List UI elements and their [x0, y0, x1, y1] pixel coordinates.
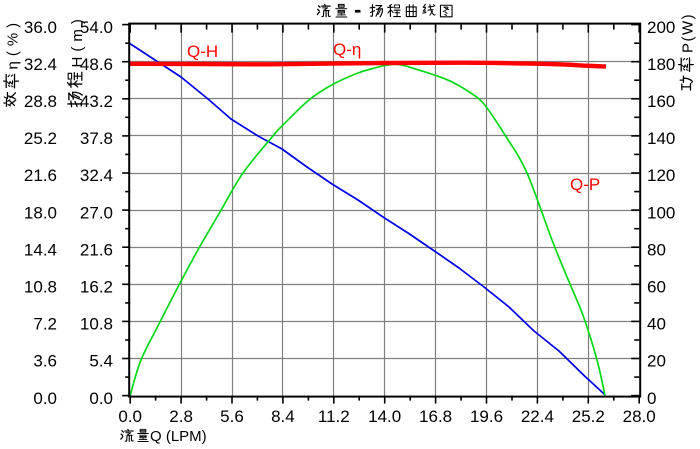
svg-text:Q-H: Q-H	[187, 42, 218, 61]
svg-text:22.4: 22.4	[521, 407, 554, 426]
svg-text:10.8: 10.8	[80, 315, 113, 334]
svg-text:37.8: 37.8	[80, 129, 113, 148]
svg-text:28.0: 28.0	[623, 407, 656, 426]
svg-text:21.6: 21.6	[80, 240, 113, 259]
svg-text:27.0: 27.0	[80, 203, 113, 222]
svg-text:19.6: 19.6	[470, 407, 503, 426]
svg-text:180: 180	[647, 55, 675, 74]
svg-text:16.8: 16.8	[419, 407, 452, 426]
svg-text:5.6: 5.6	[220, 407, 244, 426]
svg-text:48.6: 48.6	[80, 55, 113, 74]
svg-text:28.8: 28.8	[24, 92, 57, 111]
svg-text:0.0: 0.0	[118, 407, 142, 426]
svg-text:14.4: 14.4	[24, 240, 57, 259]
svg-text:40: 40	[647, 315, 666, 334]
svg-text:3.6: 3.6	[33, 352, 57, 371]
svg-text:14.0: 14.0	[368, 407, 401, 426]
svg-text:21.6: 21.6	[24, 166, 57, 185]
svg-text:H(m): H(m)	[69, 14, 86, 67]
svg-text:100: 100	[647, 203, 675, 222]
svg-text:120: 120	[647, 166, 675, 185]
svg-text:8.4: 8.4	[271, 407, 295, 426]
svg-text:54.0: 54.0	[80, 18, 113, 37]
svg-text:0.0: 0.0	[33, 389, 57, 408]
svg-text:25.2: 25.2	[24, 129, 57, 148]
svg-text:80: 80	[647, 240, 666, 259]
svg-text:10.8: 10.8	[24, 278, 57, 297]
svg-text:36.0: 36.0	[24, 18, 57, 37]
svg-text:32.4: 32.4	[24, 55, 57, 74]
svg-text:60: 60	[647, 278, 666, 297]
svg-text:Q-P: Q-P	[570, 175, 600, 194]
svg-text:2.8: 2.8	[169, 407, 193, 426]
svg-text:η(%): η(%)	[5, 18, 22, 70]
svg-text:0: 0	[647, 389, 656, 408]
svg-text:32.4: 32.4	[80, 166, 113, 185]
svg-text:Q (LPM): Q (LPM)	[150, 428, 207, 445]
svg-text:5.4: 5.4	[89, 352, 113, 371]
svg-text:43.2: 43.2	[80, 92, 113, 111]
svg-text:0.0: 0.0	[89, 389, 113, 408]
svg-text:18.0: 18.0	[24, 203, 57, 222]
svg-text:140: 140	[647, 129, 675, 148]
svg-text:200: 200	[647, 18, 675, 37]
svg-text:16.2: 16.2	[80, 278, 113, 297]
svg-text:160: 160	[647, 92, 675, 111]
svg-text:7.2: 7.2	[33, 315, 57, 334]
svg-text:11.2: 11.2	[318, 407, 350, 426]
svg-text:20: 20	[647, 352, 666, 371]
svg-text:25.2: 25.2	[572, 407, 605, 426]
svg-text:P(W): P(W)	[680, 13, 697, 53]
svg-text:Q-η: Q-η	[333, 40, 361, 59]
